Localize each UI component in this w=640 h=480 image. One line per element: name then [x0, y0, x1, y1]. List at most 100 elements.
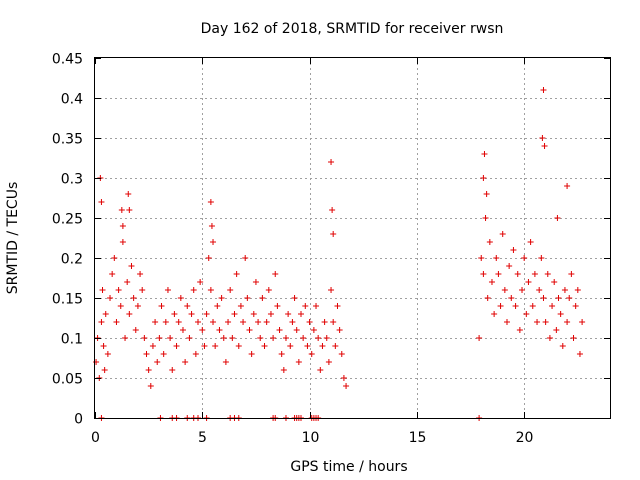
data-point	[561, 287, 568, 293]
data-point	[227, 287, 234, 293]
data-point	[525, 279, 532, 285]
data-point	[336, 327, 343, 333]
x-tick-label: 0	[91, 430, 100, 446]
data-point	[529, 303, 536, 309]
data-point	[169, 367, 176, 373]
data-point	[321, 319, 328, 325]
data-point	[340, 375, 347, 381]
data-point	[164, 287, 171, 293]
data-point	[488, 279, 495, 285]
data-point	[237, 303, 244, 309]
data-point	[175, 319, 182, 325]
data-point	[521, 255, 528, 261]
data-point	[173, 343, 180, 349]
data-point	[512, 303, 519, 309]
data-point	[551, 279, 558, 285]
data-point	[115, 287, 122, 293]
data-point	[205, 255, 212, 261]
data-point	[188, 311, 195, 317]
data-point	[568, 271, 575, 277]
data-point	[192, 351, 199, 357]
data-point	[514, 271, 521, 277]
x-tick-label: 20	[516, 430, 534, 446]
y-tick-label: 0.15	[52, 292, 83, 308]
data-point	[291, 295, 298, 301]
data-point	[539, 135, 546, 141]
data-point	[302, 303, 309, 309]
data-point	[278, 351, 285, 357]
data-point	[257, 335, 264, 341]
data-point	[317, 367, 324, 373]
data-point	[252, 279, 259, 285]
data-point	[214, 303, 221, 309]
data-point	[250, 311, 257, 317]
data-point	[152, 319, 159, 325]
data-point	[480, 175, 487, 181]
data-point	[546, 335, 553, 341]
data-point	[270, 335, 277, 341]
data-point	[506, 263, 513, 269]
data-point	[195, 319, 201, 325]
data-point	[100, 343, 107, 349]
data-point	[516, 327, 523, 333]
data-point	[117, 303, 124, 309]
data-point	[124, 279, 131, 285]
data-point	[549, 303, 556, 309]
data-point	[137, 271, 144, 277]
data-point	[523, 311, 530, 317]
data-point	[102, 311, 109, 317]
data-point	[93, 359, 100, 365]
data-point	[478, 255, 485, 261]
data-point	[190, 287, 197, 293]
data-point	[280, 367, 287, 373]
data-point	[267, 311, 274, 317]
data-point	[98, 199, 105, 205]
data-point	[160, 351, 167, 357]
data-point	[540, 87, 547, 93]
data-point	[334, 303, 341, 309]
data-point	[495, 271, 502, 277]
data-point	[538, 255, 545, 261]
data-point	[158, 303, 165, 309]
data-point	[104, 351, 111, 357]
x-tick-label: 10	[302, 430, 320, 446]
data-point	[572, 303, 579, 309]
data-point	[293, 327, 300, 333]
data-point	[182, 359, 189, 365]
data-point	[555, 295, 562, 301]
data-point	[134, 303, 141, 309]
data-point	[119, 239, 126, 245]
data-point	[480, 271, 487, 277]
data-point	[216, 327, 223, 333]
data-point	[167, 335, 174, 341]
data-point	[508, 295, 515, 301]
grid	[95, 58, 610, 418]
data-point	[564, 319, 571, 325]
data-point	[484, 295, 491, 301]
data-point	[289, 319, 296, 325]
x-tick-label: 15	[409, 430, 427, 446]
data-point	[162, 319, 169, 325]
data-point	[244, 295, 251, 301]
data-point	[559, 343, 566, 349]
data-point	[510, 247, 517, 253]
data-point	[497, 303, 504, 309]
data-point	[242, 255, 249, 261]
data-point	[101, 367, 108, 373]
x-tick-label: 5	[198, 430, 207, 446]
data-point	[128, 263, 135, 269]
data-point	[328, 287, 335, 293]
data-point	[491, 311, 498, 317]
data-point	[207, 287, 214, 293]
data-point	[233, 271, 240, 277]
data-point	[534, 319, 541, 325]
y-tick-label: 0.4	[61, 92, 83, 108]
data-point	[482, 215, 489, 221]
y-axis-label: SRMTID / TECUs	[5, 182, 21, 295]
data-point	[553, 327, 560, 333]
data-point	[208, 223, 215, 229]
data-point	[119, 223, 126, 229]
data-point	[109, 271, 116, 277]
data-point	[306, 319, 313, 325]
data-point	[231, 311, 238, 317]
